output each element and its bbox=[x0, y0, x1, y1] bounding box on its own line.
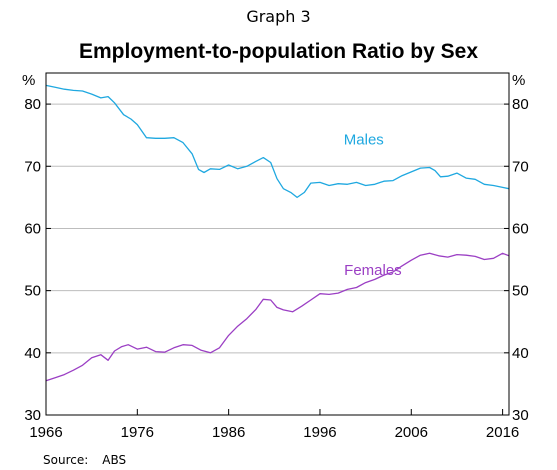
source-value: ABS bbox=[102, 453, 127, 467]
plot-frame bbox=[45, 72, 510, 416]
source-note: Source: ABS bbox=[43, 453, 126, 467]
y-tick-label-right-50: 50 bbox=[512, 283, 529, 300]
y-tick-label-left-30: 30 bbox=[24, 407, 41, 424]
y-tick-label-right-30: 30 bbox=[512, 407, 529, 424]
series-line-females bbox=[45, 252, 510, 382]
x-tick-label-2006: 2006 bbox=[395, 424, 428, 441]
x-tick-label-2016: 2016 bbox=[486, 424, 519, 441]
y-tick-label-left-60: 60 bbox=[24, 220, 41, 237]
y-tick-label-left-50: 50 bbox=[24, 283, 41, 300]
y-tick-label-right-60: 60 bbox=[512, 220, 529, 237]
y-tick-label-left-80: 80 bbox=[24, 96, 41, 113]
y-tick-label-left-70: 70 bbox=[24, 158, 41, 175]
gridlines bbox=[46, 103, 509, 354]
chart-title: Employment-to-population Ratio by Sex bbox=[78, 40, 478, 63]
y-tick-label-left-40: 40 bbox=[24, 345, 41, 362]
source-label: Source: bbox=[43, 453, 89, 467]
series-label-females: Females bbox=[344, 262, 402, 279]
x-tick-label-1986: 1986 bbox=[212, 424, 245, 441]
y-axis-unit-left: % bbox=[22, 72, 35, 89]
x-tick-label-1966: 1966 bbox=[29, 424, 62, 441]
series-label-males: Males bbox=[344, 132, 384, 149]
series-line-males bbox=[45, 84, 510, 199]
x-tick-label-1976: 1976 bbox=[121, 424, 154, 441]
y-tick-label-right-70: 70 bbox=[512, 158, 529, 175]
x-tick-label-1996: 1996 bbox=[303, 424, 336, 441]
graph-number: Graph 3 bbox=[246, 7, 311, 26]
y-tick-label-right-80: 80 bbox=[512, 96, 529, 113]
y-tick-label-right-40: 40 bbox=[512, 345, 529, 362]
axes: 30 30 40 40 50 50 60 60 70 70 80 80 1966 1976 1986 1996… bbox=[24, 96, 528, 441]
y-axis-unit-right: % bbox=[512, 72, 525, 89]
series-lines: Males Females bbox=[45, 84, 510, 382]
